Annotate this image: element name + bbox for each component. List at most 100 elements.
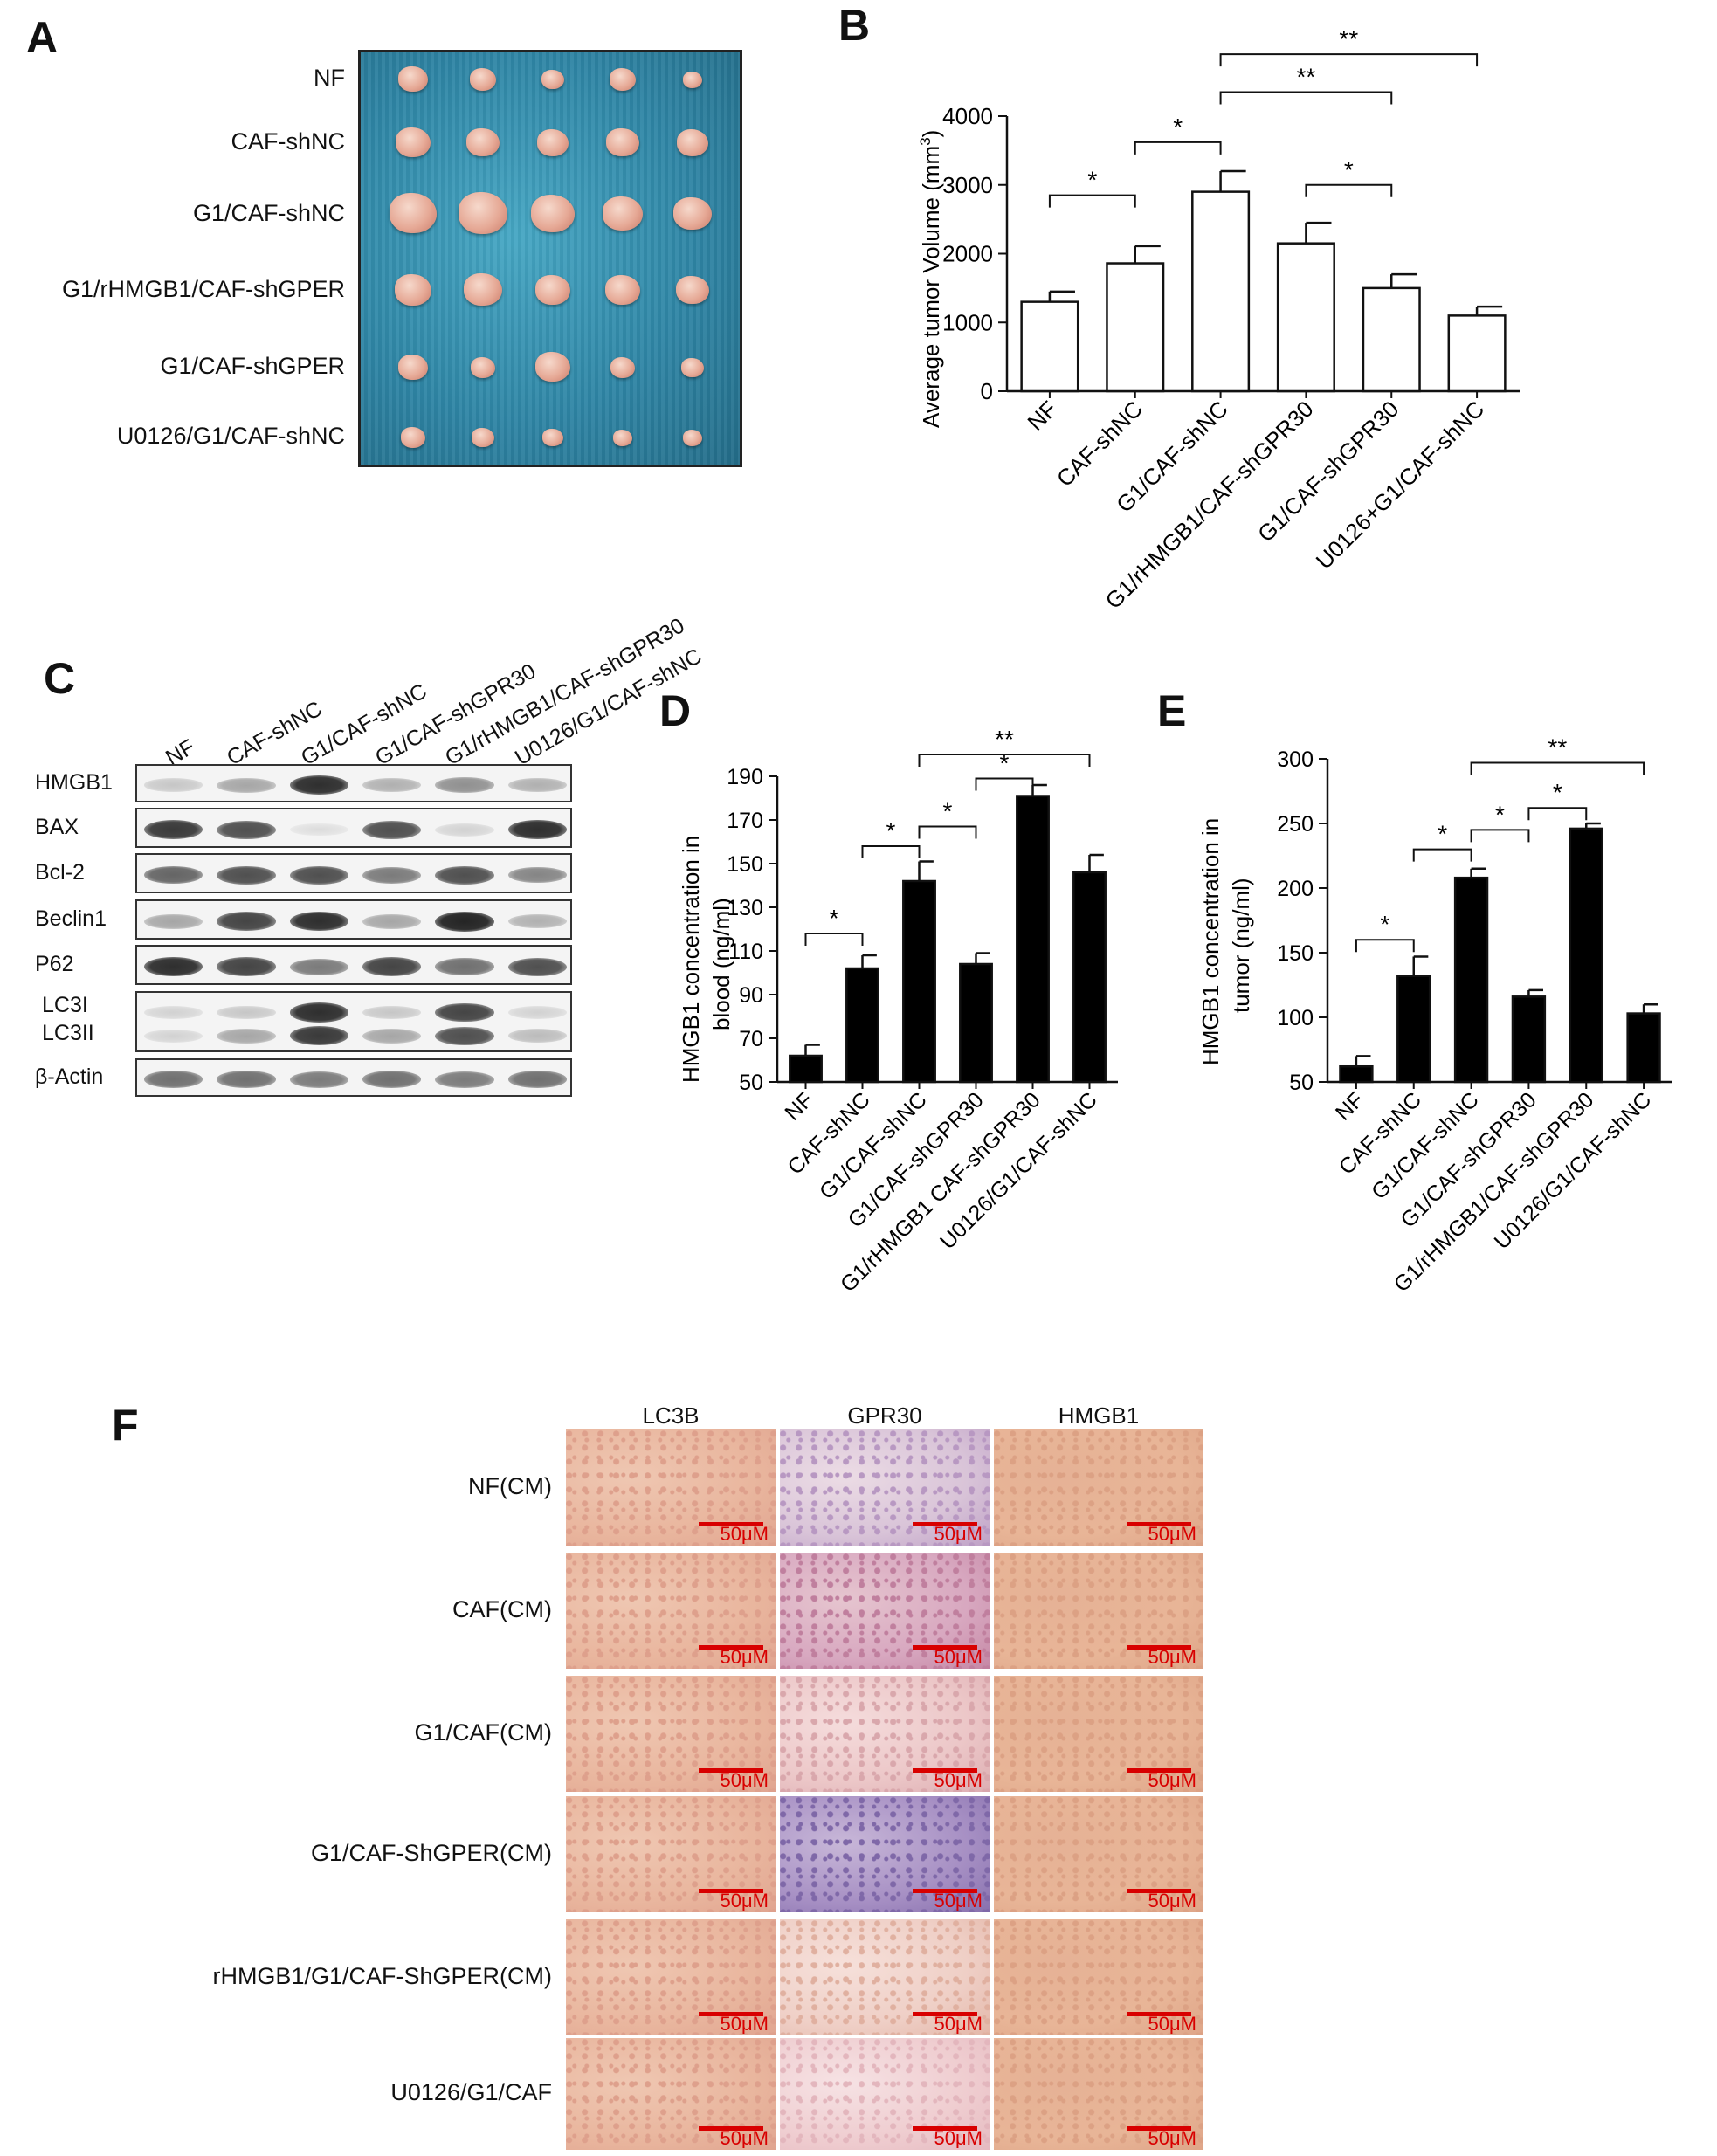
tumor-specimen bbox=[471, 357, 495, 378]
bar bbox=[1016, 795, 1050, 1084]
y-tick-label: 190 bbox=[727, 765, 763, 789]
row-label: G1/CAF-shNC bbox=[192, 200, 345, 226]
significance-label: ** bbox=[1297, 63, 1316, 90]
protein-band bbox=[217, 957, 276, 976]
bar bbox=[1511, 995, 1547, 1084]
scale-bar bbox=[699, 1522, 763, 1526]
scale-bar-label: 50μM bbox=[934, 1523, 983, 1545]
protein-band bbox=[144, 1071, 203, 1088]
bar bbox=[1191, 190, 1251, 393]
bar bbox=[902, 879, 936, 1084]
row-label: U0126/G1/CAF-shNC bbox=[116, 423, 345, 449]
ihc-row-label: CAF(CM) bbox=[452, 1595, 552, 1622]
scale-bar-label: 50μM bbox=[720, 2013, 769, 2035]
chart-e-hmgb1-tumor: 50100150200250300NFCAF-shNCG1/CAF-shNCG1… bbox=[1197, 734, 1672, 1297]
significance-bracket bbox=[918, 825, 977, 839]
blot-strip bbox=[135, 808, 572, 848]
protein-band bbox=[144, 1005, 203, 1019]
tumor-specimen bbox=[464, 273, 502, 307]
significance-bracket bbox=[1412, 848, 1472, 862]
significance-label: * bbox=[1173, 114, 1183, 141]
y-tick-label: 50 bbox=[739, 1071, 763, 1095]
scale-bar-label: 50μM bbox=[934, 2127, 983, 2149]
protein-label: β-Actin bbox=[35, 1064, 104, 1089]
significance-bracket bbox=[1527, 807, 1588, 821]
scale-bar-label: 50μM bbox=[720, 2127, 769, 2149]
bar bbox=[1276, 242, 1335, 393]
significance-bracket bbox=[1470, 829, 1530, 843]
row-label: NF bbox=[314, 65, 345, 91]
scale-bar-label: 50μM bbox=[720, 1890, 769, 1911]
y-tick-label: 250 bbox=[1277, 812, 1314, 837]
bar bbox=[1106, 262, 1165, 393]
panel-letter-d: D bbox=[659, 686, 692, 735]
protein-label: P62 bbox=[35, 952, 74, 976]
y-axis-label: HMGB1 concentration in bbox=[678, 836, 704, 1083]
y-tick-label: 110 bbox=[728, 940, 763, 964]
bar bbox=[1020, 300, 1079, 393]
protein-band bbox=[217, 865, 276, 885]
ihc-image: 50μM bbox=[566, 1919, 776, 2035]
ihc-image: 50μM bbox=[780, 2038, 990, 2150]
significance-label: * bbox=[1495, 801, 1505, 828]
tumor-specimen bbox=[537, 129, 569, 156]
significance-label: * bbox=[886, 817, 896, 844]
blot-strip bbox=[135, 853, 572, 893]
y-tick-label: 3000 bbox=[942, 172, 993, 198]
ihc-row-label: NF(CM) bbox=[468, 1472, 552, 1499]
bar bbox=[1396, 975, 1431, 1084]
protein-band bbox=[435, 865, 494, 885]
bar bbox=[959, 962, 993, 1084]
tumor-specimen bbox=[535, 275, 570, 305]
category-label: NF bbox=[1022, 396, 1062, 436]
significance-bracket bbox=[804, 933, 864, 946]
protein-band bbox=[217, 912, 276, 931]
tumor-specimen bbox=[542, 429, 563, 447]
protein-band bbox=[144, 820, 203, 839]
blot-strip bbox=[135, 991, 572, 1052]
protein-band bbox=[362, 866, 422, 884]
protein-band bbox=[289, 823, 348, 837]
bar bbox=[1453, 876, 1489, 1084]
protein-band bbox=[144, 913, 203, 929]
significance-bracket bbox=[1134, 141, 1222, 155]
tumor-specimen bbox=[681, 358, 704, 378]
scale-bar-label: 50μM bbox=[1148, 1523, 1196, 1545]
scale-bar bbox=[699, 2126, 763, 2131]
protein-band bbox=[289, 1026, 348, 1045]
protein-band bbox=[507, 866, 567, 884]
y-tick-label: 100 bbox=[1277, 1006, 1314, 1030]
protein-band bbox=[435, 823, 494, 837]
tumor-specimen bbox=[390, 193, 437, 233]
ihc-row-label: G1/CAF-ShGPER(CM) bbox=[310, 1839, 552, 1866]
tumor-specimen bbox=[610, 68, 636, 91]
significance-bracket bbox=[1355, 939, 1415, 953]
y-axis-label: blood (ng/ml) bbox=[708, 898, 734, 1030]
protein-label: LC3II bbox=[42, 1021, 94, 1045]
protein-band bbox=[507, 1071, 567, 1088]
scale-bar-label: 50μM bbox=[934, 1769, 983, 1791]
ihc-image: 50μM bbox=[780, 1553, 990, 1669]
ihc-image: 50μM bbox=[566, 1676, 776, 1792]
row-label: CAF-shNC bbox=[231, 128, 345, 155]
tumor-specimen bbox=[613, 430, 632, 446]
scale-bar bbox=[913, 1645, 977, 1650]
protein-band bbox=[362, 1071, 422, 1088]
ihc-image: 50μM bbox=[994, 1919, 1203, 2035]
tumor-specimen bbox=[395, 274, 431, 306]
protein-label: Beclin1 bbox=[35, 906, 107, 931]
y-tick-label: 150 bbox=[1277, 941, 1314, 966]
significance-label: * bbox=[1553, 779, 1562, 806]
significance-bracket bbox=[1470, 761, 1645, 775]
ihc-column-header: HMGB1 bbox=[1058, 1402, 1140, 1429]
scale-bar-label: 50μM bbox=[1148, 2127, 1196, 2149]
scale-bar-label: 50μM bbox=[934, 2013, 983, 2035]
ihc-image: 50μM bbox=[994, 1429, 1203, 1546]
scale-bar-label: 50μM bbox=[1148, 1646, 1196, 1668]
protein-band bbox=[144, 866, 203, 884]
ihc-image: 50μM bbox=[566, 1553, 776, 1669]
significance-bracket bbox=[1048, 194, 1136, 208]
significance-label: * bbox=[1438, 821, 1447, 848]
protein-label: LC3I bbox=[42, 993, 88, 1017]
y-tick-label: 1000 bbox=[942, 309, 993, 335]
